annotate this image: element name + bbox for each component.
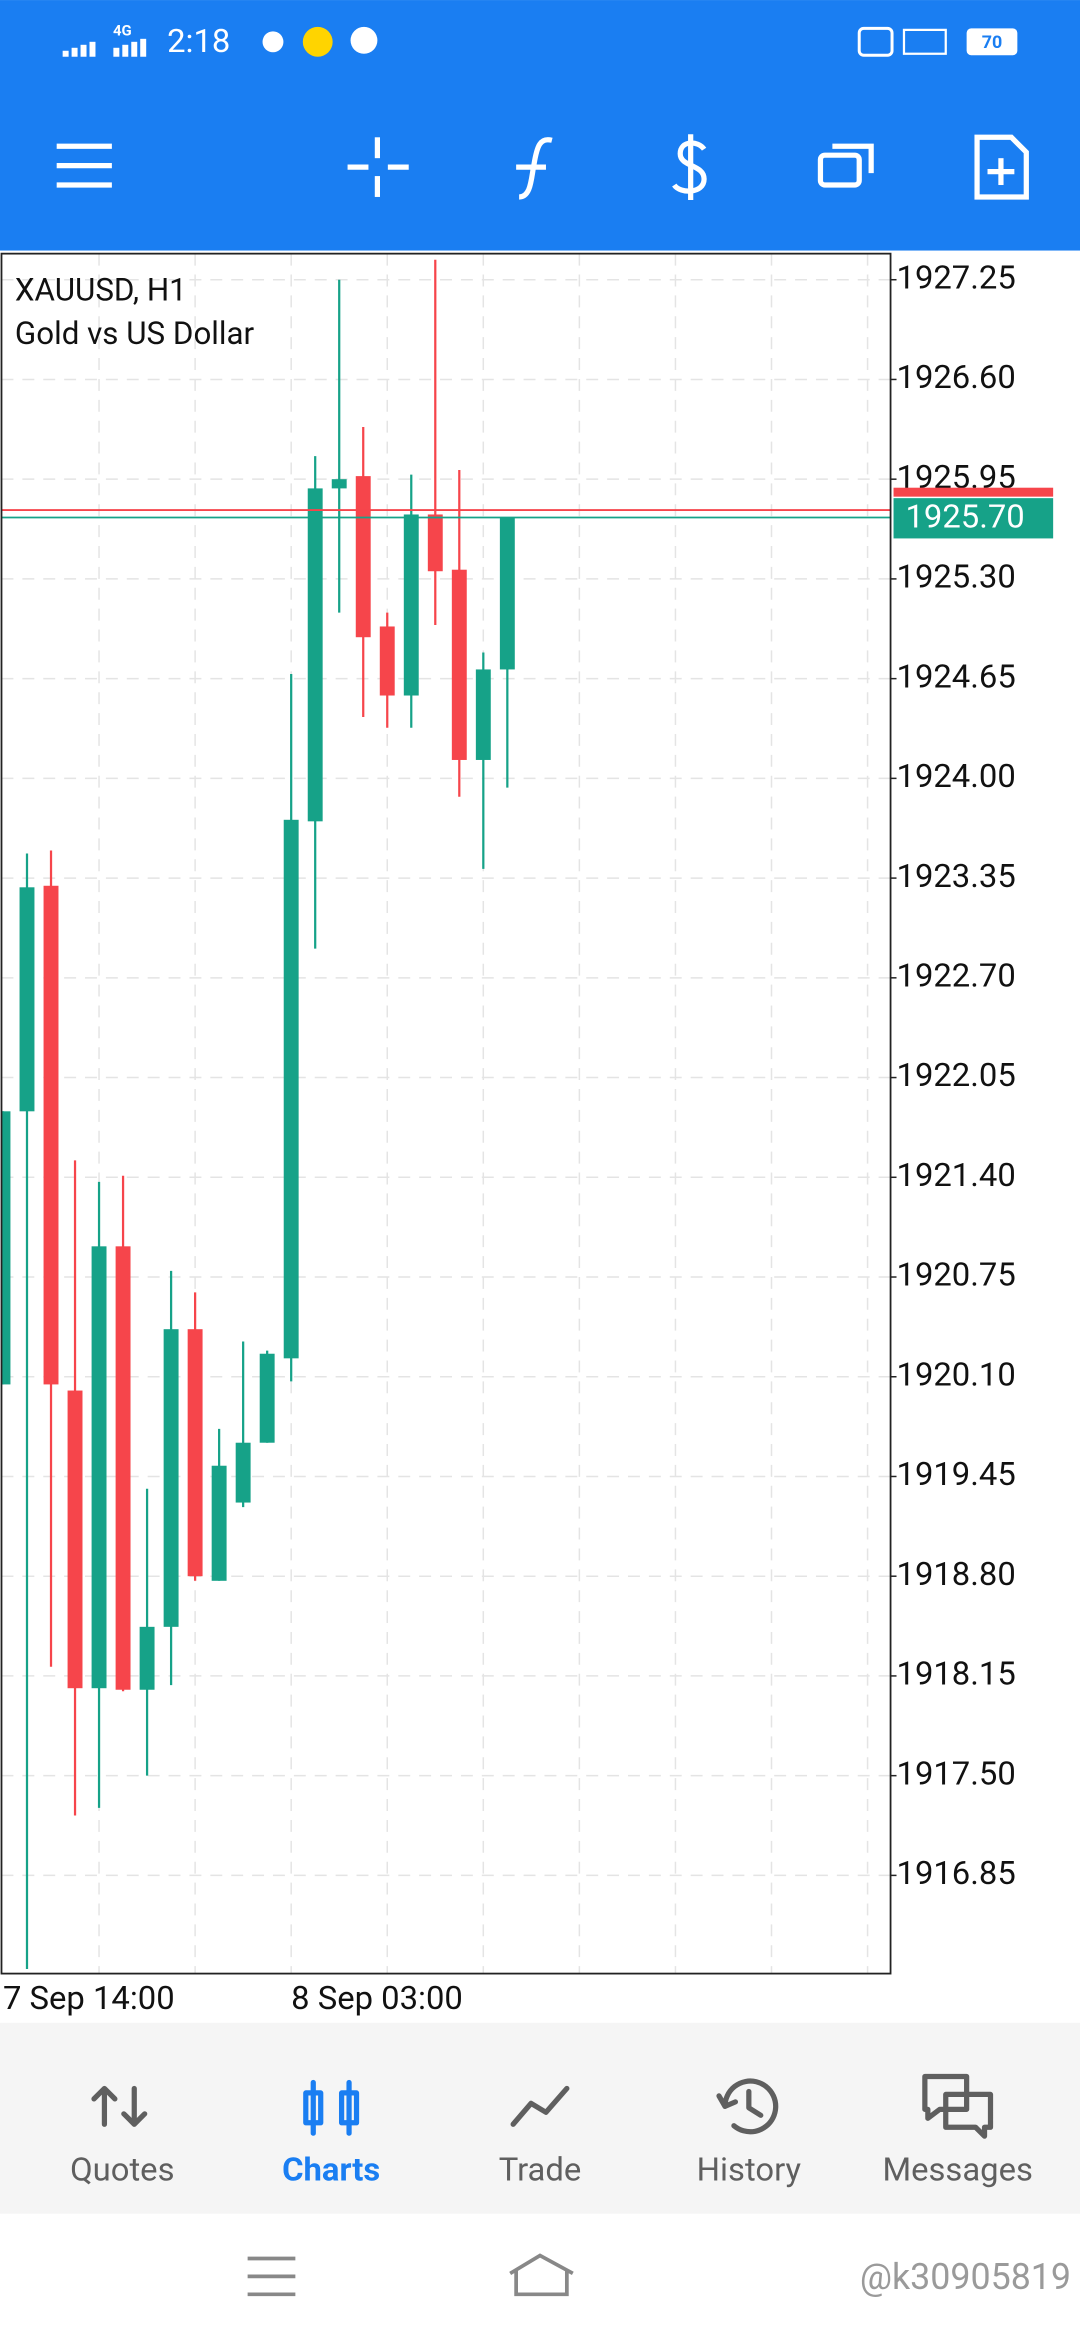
app-bar bbox=[0, 0, 1080, 251]
tab-icon bbox=[716, 2078, 779, 2135]
recents-button[interactable] bbox=[247, 2256, 296, 2297]
tab[interactable]: Trade bbox=[499, 2085, 582, 2190]
y-tick-label: 1921.40 bbox=[897, 1157, 1016, 1195]
price-marker bbox=[893, 498, 1054, 539]
candle-body bbox=[91, 1246, 107, 1689]
candle-body bbox=[19, 887, 35, 1112]
toolbar bbox=[56, 134, 1029, 200]
candle-body bbox=[355, 476, 371, 638]
windows-button[interactable] bbox=[817, 143, 874, 188]
candle-body bbox=[427, 514, 443, 572]
tab[interactable]: Messages bbox=[882, 2073, 1033, 2190]
y-tick-label: 1917.50 bbox=[897, 1755, 1016, 1793]
tab[interactable]: History bbox=[697, 2078, 802, 2190]
candle-body bbox=[139, 1626, 155, 1690]
grid bbox=[1, 253, 891, 1974]
plot bbox=[1, 259, 891, 1969]
network-type: 4G bbox=[113, 21, 132, 39]
axes: 1927.251926.601925.951925.301924.651924.… bbox=[3, 259, 1054, 2018]
y-tick-label: 1920.10 bbox=[897, 1356, 1016, 1394]
x-tick-label: 8 Sep 03:00 bbox=[291, 1980, 463, 2018]
y-tick-label: 1924.65 bbox=[897, 658, 1016, 696]
tab-icon bbox=[91, 2085, 148, 2127]
tab[interactable]: Quotes bbox=[70, 2085, 175, 2190]
candle-body bbox=[211, 1465, 227, 1581]
y-tick-label: 1922.70 bbox=[897, 958, 1016, 996]
clock: 2:18 bbox=[167, 23, 230, 61]
candle-body bbox=[259, 1353, 275, 1443]
crosshair-button[interactable] bbox=[347, 137, 409, 197]
tab-label: Messages bbox=[882, 2152, 1032, 2190]
new-order-button[interactable] bbox=[974, 134, 1029, 200]
tab-icon bbox=[510, 2085, 570, 2127]
y-tick-label: 1926.60 bbox=[897, 359, 1016, 397]
tab-label: Trade bbox=[499, 2152, 582, 2190]
y-tick-label: 1916.85 bbox=[897, 1855, 1016, 1893]
y-tick-label: 1922.05 bbox=[897, 1057, 1016, 1095]
y-tick-label: 1927.25 bbox=[897, 259, 1016, 297]
y-tick-label: 1925.30 bbox=[897, 559, 1016, 597]
candle-body bbox=[43, 885, 59, 1385]
battery-level: 70 bbox=[982, 32, 1003, 53]
y-tick-label: 1918.80 bbox=[897, 1556, 1016, 1594]
vibrate-icon bbox=[857, 26, 894, 57]
y-tick-label: 1918.15 bbox=[897, 1656, 1016, 1694]
ask-marker bbox=[893, 487, 1054, 497]
trade-button[interactable] bbox=[672, 134, 707, 200]
app-icon bbox=[302, 26, 333, 57]
system-nav bbox=[0, 2213, 1080, 2341]
volte-icon bbox=[902, 28, 947, 55]
candle-body bbox=[163, 1329, 179, 1627]
candle-body bbox=[283, 819, 299, 1359]
y-tick-label: 1919.45 bbox=[897, 1456, 1016, 1494]
candle-body bbox=[499, 517, 515, 670]
tab-label: History bbox=[697, 2152, 802, 2190]
price-label: 1925.70 bbox=[905, 499, 1024, 537]
signal-icon bbox=[62, 38, 147, 57]
indicators-button[interactable] bbox=[516, 137, 553, 200]
chart-area bbox=[0, 250, 1080, 2023]
tab-icon bbox=[303, 2079, 360, 2136]
candle-body bbox=[331, 479, 347, 489]
chart-title: XAUUSD, H1 bbox=[15, 272, 187, 309]
y-tick-label: 1920.75 bbox=[897, 1257, 1016, 1295]
candle-body bbox=[67, 1390, 83, 1689]
battery-icon bbox=[966, 28, 1018, 56]
candle-body bbox=[451, 569, 467, 760]
candle-body bbox=[307, 488, 323, 822]
candle-body bbox=[235, 1442, 251, 1503]
tab-label: Charts bbox=[282, 2152, 380, 2190]
menu-button[interactable] bbox=[56, 143, 112, 188]
candle-body bbox=[403, 514, 419, 696]
y-tick-label: 1923.35 bbox=[897, 858, 1016, 896]
tab[interactable]: Charts bbox=[282, 2079, 380, 2190]
system-buttons bbox=[247, 2253, 574, 2297]
home-button[interactable] bbox=[509, 2253, 574, 2297]
candle-body bbox=[475, 669, 491, 760]
candle-body bbox=[1, 1111, 11, 1385]
tabs: Quotes Charts Trade History Messages bbox=[70, 2073, 1033, 2190]
plot-frame bbox=[0, 252, 892, 1975]
y-tick-label: 1924.00 bbox=[897, 758, 1016, 796]
candle-body bbox=[115, 1246, 131, 1690]
x-tick-label: 7 Sep 14:00 bbox=[3, 1980, 175, 2018]
watermark: @k30905819 bbox=[860, 2256, 1071, 2298]
tab-icon bbox=[922, 2073, 994, 2139]
candle-body bbox=[379, 626, 395, 696]
chat-icon bbox=[350, 26, 378, 54]
candle-body bbox=[187, 1329, 203, 1577]
tab-label: Quotes bbox=[70, 2152, 174, 2190]
chart-subtitle: Gold vs US Dollar bbox=[15, 315, 255, 352]
bottom-nav bbox=[0, 2022, 1080, 2214]
settings-icon bbox=[262, 31, 284, 53]
